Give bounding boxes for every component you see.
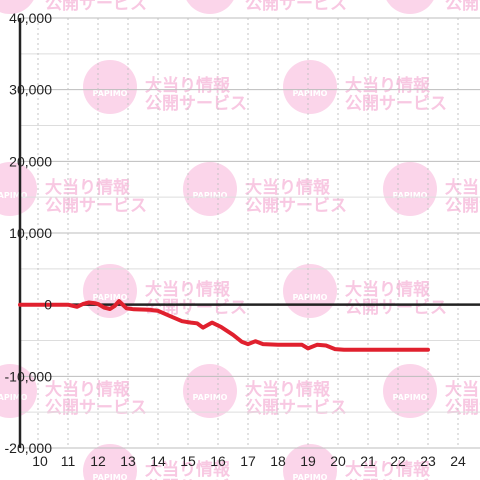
watermark-line1: 大当り情報 [145, 75, 231, 96]
watermark-logo-text: PAPIMO [393, 191, 428, 200]
watermark-line2: 公開サービス [445, 398, 480, 418]
grid-layer [20, 17, 480, 449]
watermark-circle [383, 364, 437, 418]
series-line-0 [18, 299, 430, 352]
watermark-logo-text: PAPIMO [393, 393, 428, 402]
watermark-line1: 大当り情報 [445, 379, 480, 400]
watermark-circle [283, 264, 337, 318]
watermark-logo-text: PAPIMO [293, 293, 328, 302]
watermark-line2: 公開サービス [345, 478, 447, 480]
watermark-circle [183, 162, 237, 216]
watermark-circle [0, 364, 37, 418]
watermark-logo-text: PAPIMO [293, 473, 328, 480]
watermark-line1: 大当り情報 [245, 177, 331, 198]
watermark-circle [186, 0, 234, 14]
watermark-line2: 公開サービス [45, 0, 147, 14]
watermark-circle [83, 60, 137, 114]
watermark-line2: 公開サービス [45, 398, 147, 418]
x-tick-label: 13 [120, 453, 136, 469]
watermark-circle [386, 0, 434, 14]
watermark-logo-text: PAPIMO [0, 393, 28, 402]
watermark-logo-text: PAPIMO [93, 89, 128, 98]
watermark-line2: 公開サービス [345, 298, 447, 318]
y-tick-label: 20,000 [9, 153, 52, 169]
watermark-line1: 大当り情報 [445, 177, 480, 198]
watermark-line1: 大当り情報 [145, 459, 231, 480]
watermark-line1: 大当り情報 [345, 75, 431, 96]
watermark-logo-text: PAPIMO [93, 473, 128, 480]
watermark-circle [183, 364, 237, 418]
watermark-line2: 公開サービス [345, 94, 447, 114]
x-tick-label: 24 [450, 453, 466, 469]
watermark-circle [0, 162, 37, 216]
y-tick-label: 0 [44, 297, 52, 313]
watermark-line2: 公開サービス [145, 478, 247, 480]
x-tick-label: 18 [270, 453, 286, 469]
y-tick-label: 30,000 [9, 82, 52, 98]
watermark-line2: 公開サービス [145, 298, 247, 318]
x-tick-label: 15 [180, 453, 196, 469]
series-layer [18, 299, 430, 352]
watermark-line1: 大当り情報 [345, 279, 431, 300]
y-tick-label: 10,000 [9, 225, 52, 241]
watermark-circle [283, 444, 337, 480]
x-tick-label: 12 [90, 453, 106, 469]
watermark-logo-text: PAPIMO [93, 293, 128, 302]
watermark-line1: 大当り情報 [345, 459, 431, 480]
watermark-line2: 公開サービス [45, 196, 147, 216]
watermark-line2: 公開サービス [445, 0, 480, 14]
watermark-logo-text: PAPIMO [293, 89, 328, 98]
watermark-line2: 公開サービス [145, 94, 247, 114]
watermark-line1: 大当り情報 [245, 379, 331, 400]
x-tick-label: 11 [61, 453, 76, 469]
x-tick-label: 22 [390, 453, 406, 469]
watermark-circle [383, 162, 437, 216]
watermark-line2: 公開サービス [245, 196, 347, 216]
x-tick-label: 14 [150, 453, 166, 469]
watermark-line2: 公開サービス [445, 196, 480, 216]
watermark-line1: 大当り情報 [45, 177, 131, 198]
y-tick-label: -20,000 [5, 440, 53, 456]
watermark-line2: 公開サービス [245, 398, 347, 418]
watermark-circle [0, 0, 34, 14]
watermark-logo-text: PAPIMO [0, 191, 28, 200]
label-layer: 40,00030,00020,00010,0000-10,000-20,0001… [5, 10, 466, 469]
y-tick-label: -10,000 [5, 368, 53, 384]
x-tick-label: 17 [240, 453, 256, 469]
watermark-logo-text: PAPIMO [193, 393, 228, 402]
watermark-line1: 大当り情報 [45, 379, 131, 400]
watermark-line2: 公開サービス [245, 0, 347, 14]
x-tick-label: 16 [210, 453, 226, 469]
watermark-circle [83, 444, 137, 480]
y-tick-label: 40,000 [9, 10, 52, 26]
watermark-circle [283, 60, 337, 114]
x-tick-label: 20 [330, 453, 346, 469]
x-tick-label: 10 [32, 453, 48, 469]
watermark-logo-text: PAPIMO [193, 191, 228, 200]
x-tick-label: 21 [360, 453, 376, 469]
x-tick-label: 23 [420, 453, 436, 469]
x-tick-label: 19 [300, 453, 316, 469]
